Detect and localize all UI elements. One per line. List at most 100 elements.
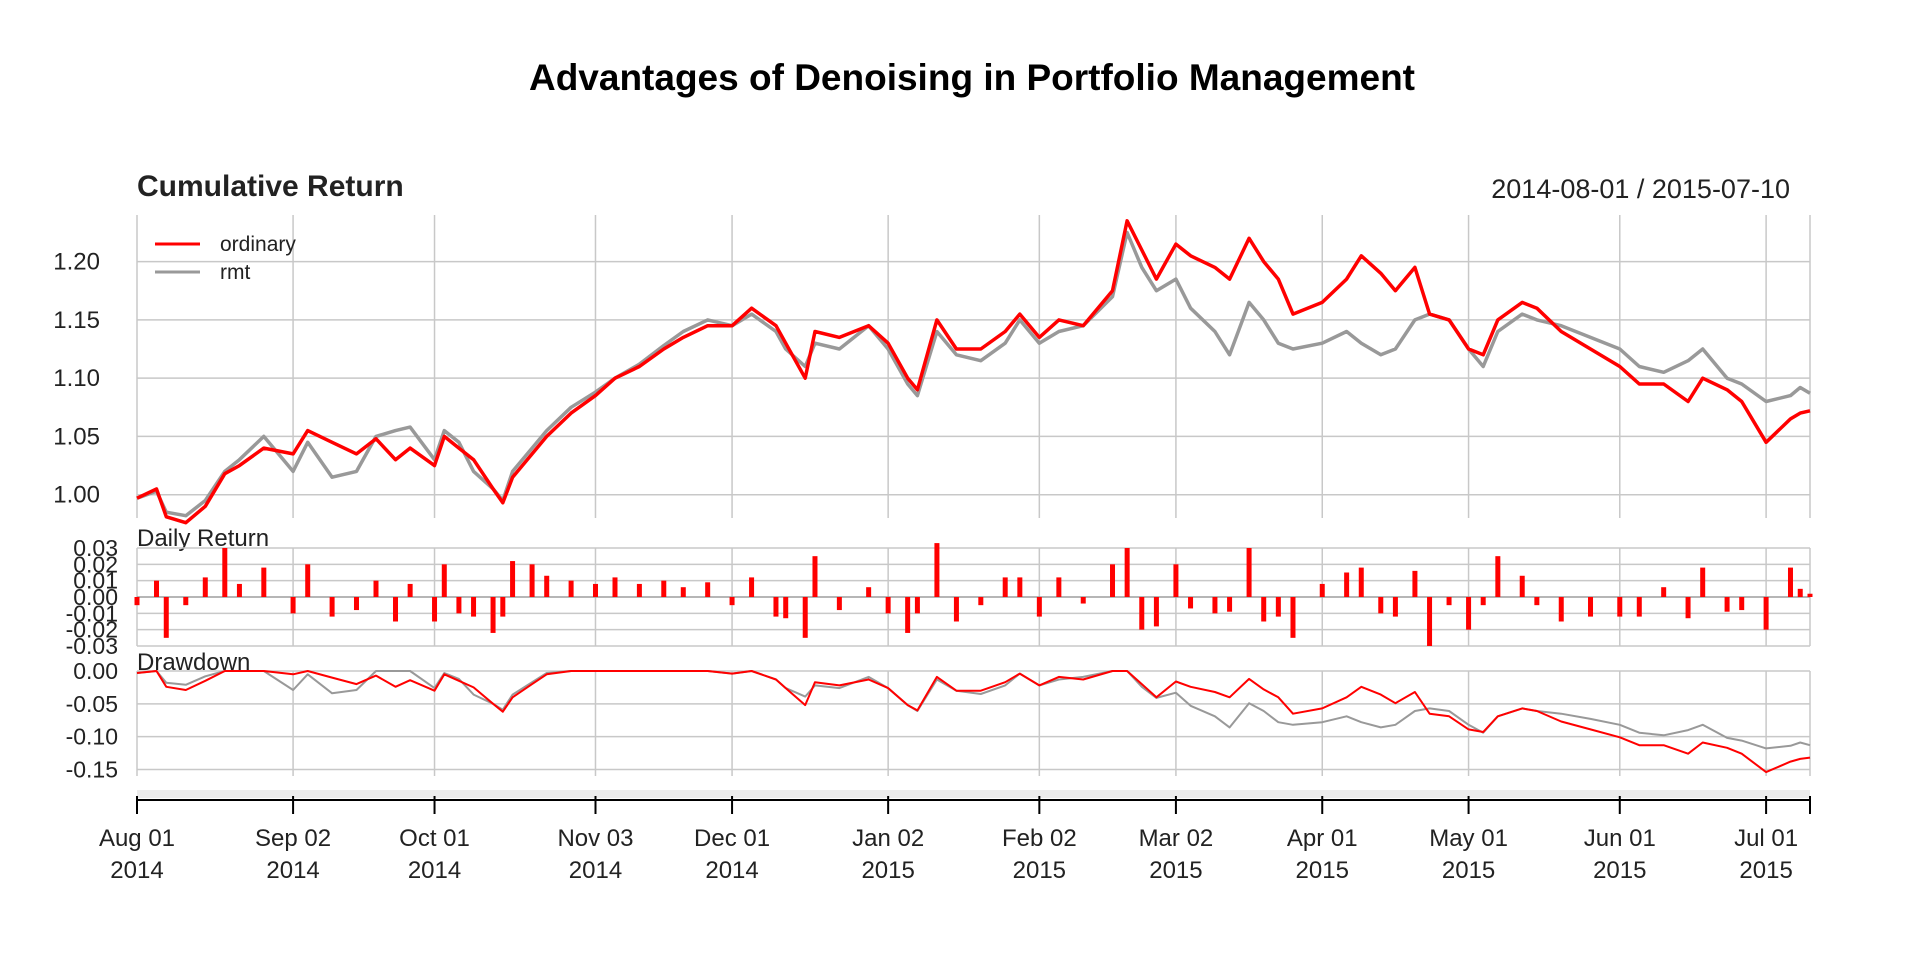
x-tick-label: Nov 03	[557, 825, 633, 852]
daily-return-bar	[305, 564, 311, 597]
daily-return-bar	[1139, 597, 1145, 630]
daily-return-bar	[705, 582, 711, 597]
daily-return-bar	[261, 567, 267, 597]
daily-return-bar	[1617, 597, 1623, 617]
x-tick-label: Jan 02	[852, 825, 924, 852]
y-tick-label: 0.02	[73, 551, 118, 577]
x-tick-label: Sep 02	[255, 825, 331, 852]
daily-return-bar	[432, 597, 438, 622]
daily-return-bar	[1763, 597, 1769, 630]
y-tick-label: 0.03	[73, 535, 118, 561]
drawdown-line-ordinary	[136, 670, 1811, 774]
daily-return-bar	[866, 587, 872, 597]
daily-return-bar	[1188, 597, 1194, 609]
daily-return-bar	[1227, 597, 1233, 612]
daily-return-bar	[1446, 597, 1452, 606]
daily-return-bar	[1495, 556, 1501, 597]
daily-return-bar	[1173, 564, 1179, 597]
daily-return-bar	[1412, 570, 1418, 597]
y-tick-label: 1.10	[53, 365, 100, 392]
daily-return-bar	[1807, 593, 1813, 597]
daily-return-bar	[1124, 548, 1130, 597]
daily-return-bar	[236, 583, 242, 597]
daily-return-bar	[1036, 597, 1042, 617]
marks-layer	[134, 219, 1813, 774]
legend-label-ordinary: ordinary	[220, 233, 296, 256]
daily-return-bar	[290, 597, 296, 614]
daily-return-bar	[1392, 597, 1398, 617]
x-tick-year: 2015	[1442, 857, 1495, 884]
chart-title: Advantages of Denoising in Portfolio Man…	[529, 57, 1415, 98]
x-tick-label: Oct 01	[399, 825, 470, 852]
daily-return-bar	[1153, 597, 1159, 627]
daily-return-bar	[1275, 597, 1281, 617]
daily-return-bar	[1358, 567, 1364, 597]
y-tick-label: 0.00	[73, 658, 118, 684]
daily-return-bar	[978, 597, 984, 606]
axis-layer: 1.001.051.101.151.200.030.020.010.00-0.0…	[53, 249, 1811, 884]
daily-return-bar	[134, 597, 140, 606]
daily-return-bar	[729, 597, 735, 606]
daily-return-bar	[1685, 597, 1691, 619]
daily-return-bar	[544, 575, 550, 597]
daily-return-bar	[612, 577, 618, 597]
daily-return-bar	[1261, 597, 1267, 622]
x-tick-year: 2015	[1296, 857, 1349, 884]
daily-return-bar	[1246, 548, 1252, 597]
daily-return-bar	[812, 556, 818, 597]
x-tick-year: 2014	[705, 857, 758, 884]
daily-return-bar	[1519, 575, 1525, 597]
daily-return-bar	[1636, 597, 1642, 617]
daily-return-bar	[1534, 597, 1540, 606]
daily-return-bar	[1017, 577, 1023, 597]
y-tick-label: -0.02	[66, 617, 118, 643]
x-tick-label: Dec 01	[694, 825, 770, 852]
y-tick-label: 0.01	[73, 568, 118, 594]
x-tick-year: 2015	[1013, 857, 1066, 884]
daily-return-bar	[680, 587, 686, 597]
y-tick-label: 0.00	[73, 584, 118, 610]
daily-return-bar	[1212, 597, 1218, 614]
cumulative-return-title: Cumulative Return	[137, 170, 404, 203]
cumulative-line-rmt	[136, 230, 1811, 518]
daily-return-bar	[914, 597, 920, 614]
legend-label-rmt: rmt	[220, 261, 250, 284]
x-tick-year: 2014	[110, 857, 163, 884]
daily-return-bar	[1724, 597, 1730, 612]
y-tick-label: -0.03	[66, 633, 118, 659]
daily-return-bar	[202, 577, 208, 597]
x-tick-label: Aug 01	[99, 825, 175, 852]
daily-return-bar	[1290, 597, 1296, 638]
y-tick-label: 1.00	[53, 482, 100, 509]
y-tick-label: -0.15	[66, 756, 118, 782]
daily-return-bar	[441, 564, 447, 597]
x-tick-year: 2015	[1593, 857, 1646, 884]
daily-return-bar	[1700, 567, 1706, 597]
daily-return-bar	[934, 543, 940, 597]
y-tick-label: -0.10	[66, 724, 118, 750]
daily-return-bar	[1588, 597, 1594, 617]
x-tick-year: 2014	[266, 857, 319, 884]
daily-return-bar	[529, 564, 535, 597]
x-tick-label: Jun 01	[1584, 825, 1656, 852]
daily-return-bar	[885, 597, 891, 614]
daily-return-bar	[510, 561, 516, 597]
daily-return-bar	[393, 597, 399, 622]
x-axis-minor-ticks	[137, 790, 1810, 798]
daily-return-bar	[661, 580, 667, 597]
daily-return-bar	[407, 583, 413, 597]
daily-return-bar	[1319, 583, 1325, 597]
daily-return-bar	[783, 597, 789, 619]
x-tick-year: 2015	[1149, 857, 1202, 884]
daily-return-bar	[953, 597, 959, 622]
grid-layer	[136, 215, 1811, 776]
daily-return-bar	[1344, 572, 1350, 597]
daily-return-bar	[222, 548, 228, 597]
daily-return-bar	[1110, 564, 1116, 597]
daily-return-bar	[353, 597, 359, 611]
x-tick-year: 2015	[861, 857, 914, 884]
y-tick-label: -0.05	[66, 691, 118, 717]
daily-return-bar	[1378, 597, 1384, 614]
